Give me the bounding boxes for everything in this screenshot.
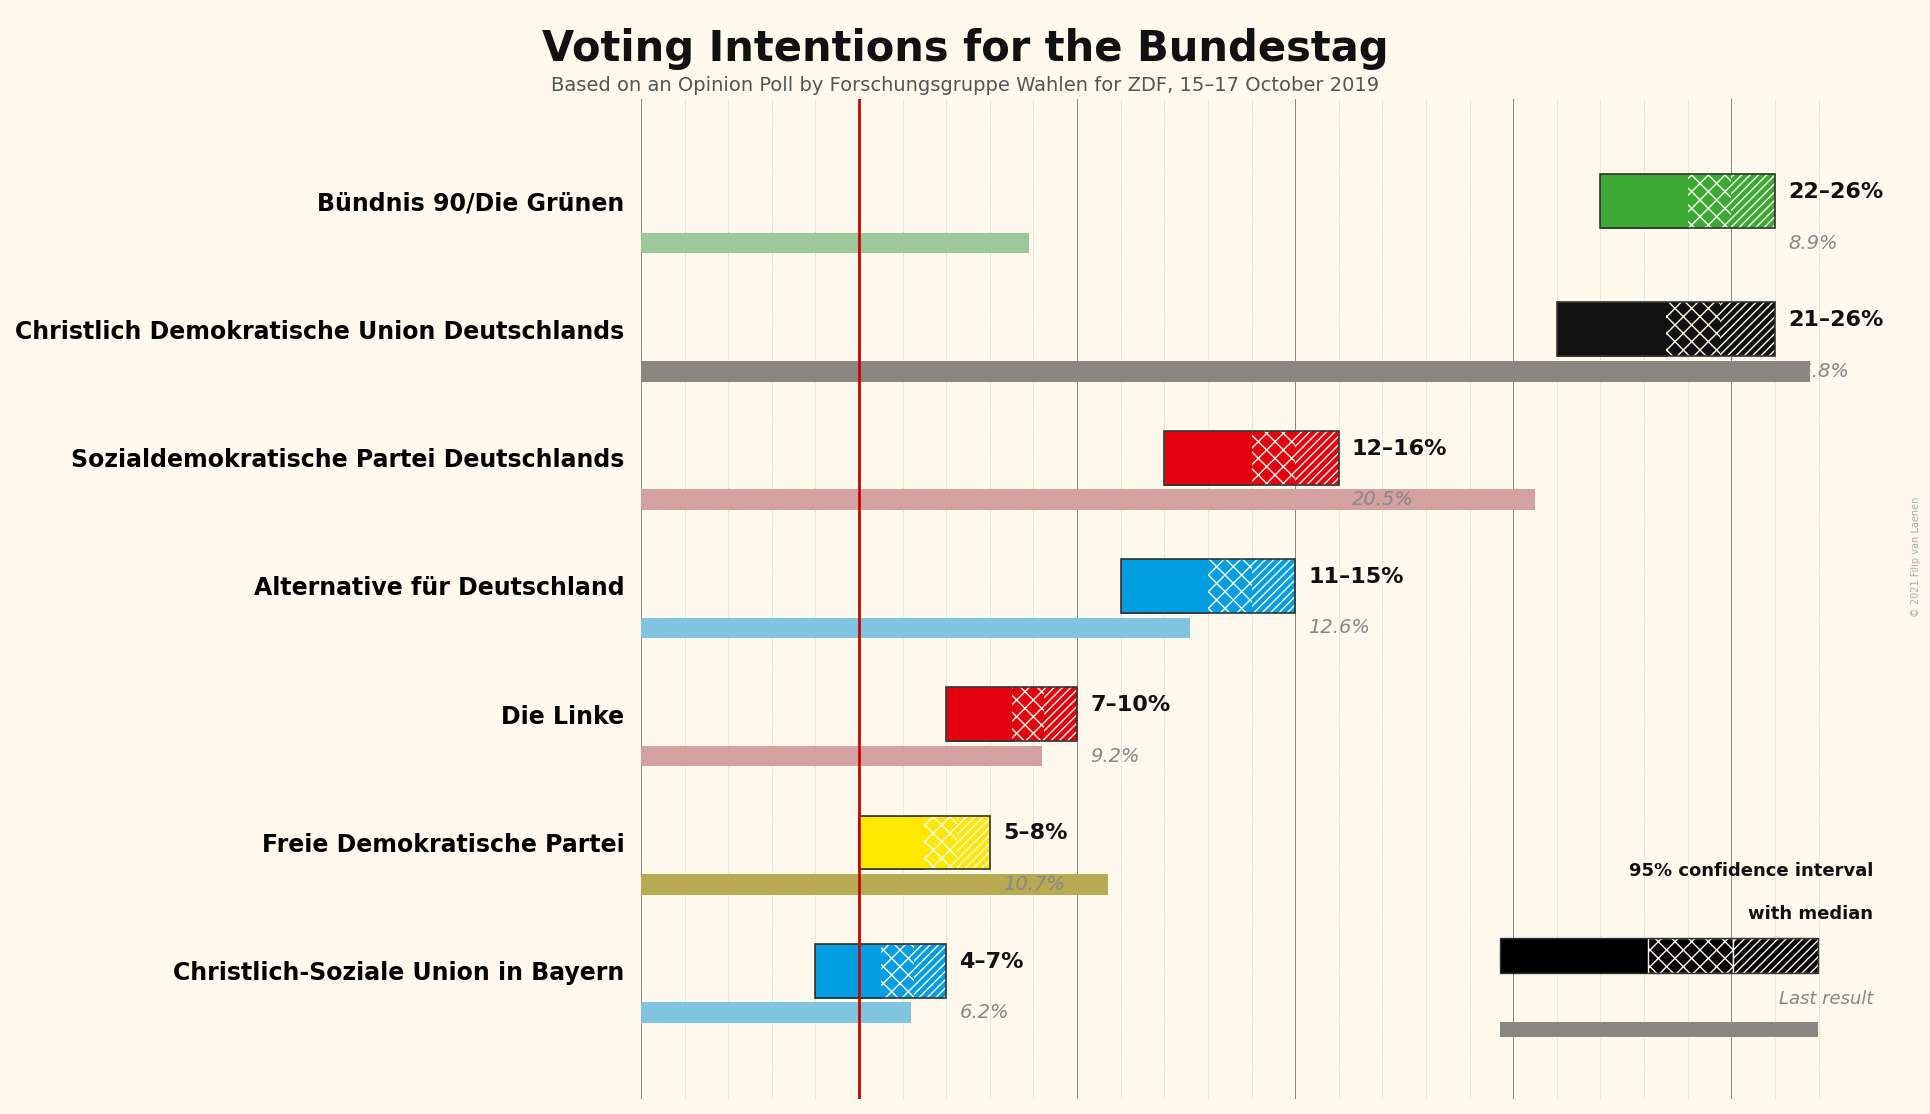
Bar	[641, 233, 1029, 254]
Bar	[1011, 687, 1044, 741]
Bar	[1121, 559, 1208, 613]
Text: 10.7%: 10.7%	[1004, 874, 1065, 895]
Bar	[1208, 559, 1251, 613]
Bar	[1733, 938, 1818, 973]
Text: with median: with median	[1749, 905, 1874, 922]
Text: © 2021 Filip van Laenen: © 2021 Filip van Laenen	[1911, 497, 1922, 617]
Bar	[957, 815, 990, 869]
Bar	[641, 361, 1810, 382]
Text: Voting Intentions for the Bundestag: Voting Intentions for the Bundestag	[542, 28, 1388, 70]
Bar	[641, 617, 1191, 638]
Bar	[1251, 559, 1295, 613]
Text: 22–26%: 22–26%	[1787, 183, 1884, 202]
Bar	[1251, 431, 1295, 485]
Text: 7–10%: 7–10%	[1090, 695, 1170, 715]
Text: 8.9%: 8.9%	[1787, 234, 1837, 253]
Bar	[1295, 431, 1339, 485]
Bar	[1600, 174, 1687, 228]
Bar	[814, 944, 880, 998]
Text: 9.2%: 9.2%	[1090, 746, 1141, 765]
Bar	[859, 815, 924, 869]
Bar	[946, 687, 1011, 741]
Text: 12–16%: 12–16%	[1351, 439, 1448, 459]
Bar	[1558, 303, 1666, 356]
Text: Based on an Opinion Poll by Forschungsgruppe Wahlen for ZDF, 15–17 October 2019: Based on an Opinion Poll by Forschungsgr…	[550, 76, 1380, 95]
Text: 6.2%: 6.2%	[959, 1004, 1009, 1023]
Bar	[1720, 303, 1776, 356]
Bar	[1687, 174, 1731, 228]
Text: 12.6%: 12.6%	[1309, 618, 1370, 637]
Bar	[1648, 938, 1733, 973]
Bar	[641, 746, 1042, 766]
Text: 20.5%: 20.5%	[1351, 490, 1415, 509]
Bar	[880, 944, 913, 998]
Text: 95% confidence interval: 95% confidence interval	[1629, 862, 1874, 880]
Text: 21–26%: 21–26%	[1787, 311, 1884, 331]
Bar	[1500, 1022, 1818, 1037]
Text: 4–7%: 4–7%	[959, 951, 1023, 971]
Bar	[924, 815, 957, 869]
Text: 5–8%: 5–8%	[1004, 823, 1067, 843]
Text: Last result: Last result	[1779, 990, 1874, 1008]
Bar	[1666, 303, 1720, 356]
Bar	[1164, 431, 1251, 485]
Text: 11–15%: 11–15%	[1309, 567, 1403, 587]
Text: 26.8%: 26.8%	[1787, 362, 1851, 381]
Bar	[913, 944, 946, 998]
Bar	[641, 489, 1534, 510]
Bar	[1500, 938, 1648, 973]
Bar	[1731, 174, 1776, 228]
Bar	[641, 1003, 911, 1023]
Bar	[641, 874, 1108, 895]
Bar	[1044, 687, 1077, 741]
